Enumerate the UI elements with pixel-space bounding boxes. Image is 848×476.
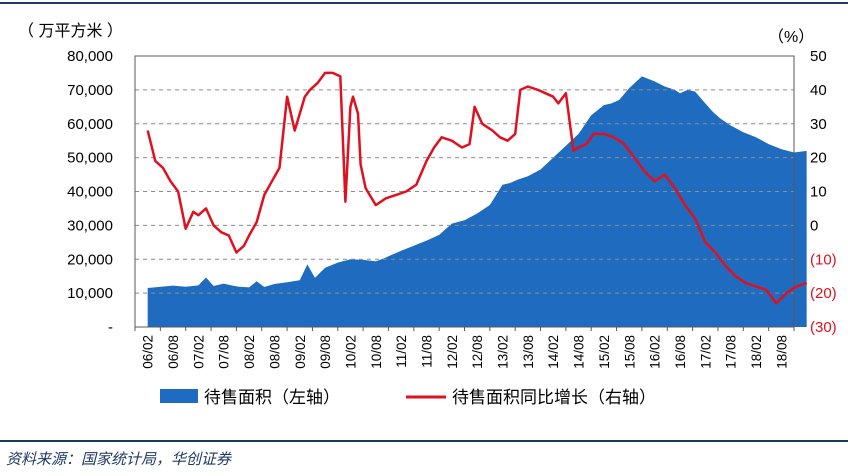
x-tick-label: 06/08	[166, 335, 181, 369]
y-left-tick-label: 50,000	[67, 150, 113, 167]
x-tick-label: 10/08	[369, 335, 384, 369]
x-tick-label: 11/02	[394, 335, 409, 368]
x-tick-label: 14/08	[572, 335, 587, 369]
legend-label-inventory: 待售面积（左轴）	[204, 388, 340, 407]
x-tick-label: 15/08	[622, 335, 637, 369]
x-tick-label: 11/08	[419, 335, 434, 368]
x-tick-label: 06/02	[141, 335, 156, 369]
y-left-tick-label: 60,000	[67, 116, 113, 133]
x-tick-label: 16/08	[673, 335, 688, 369]
y-left-tick-label: -	[108, 319, 113, 336]
x-tick-label: 18/02	[749, 335, 764, 369]
x-tick-label: 09/08	[318, 335, 333, 369]
y-left-tick-label: 30,000	[67, 217, 113, 234]
legend-swatch-inventory	[160, 389, 198, 403]
y-right-tick-label: (20)	[810, 285, 837, 302]
x-tick-label: 12/02	[445, 335, 460, 369]
line-series-yoy	[146, 71, 808, 305]
x-tick-label: 14/02	[546, 335, 561, 369]
y-right-tick-label: 20	[810, 150, 827, 167]
y-left-tick-label: 20,000	[67, 251, 113, 268]
x-tick-label: 17/08	[724, 335, 739, 369]
y-left-tick-label: 70,000	[67, 82, 113, 99]
x-tick-label: 07/08	[217, 335, 232, 369]
y-right-tick-label: (10)	[810, 251, 837, 268]
source-note: 资料来源：国家统计局，华创证券	[6, 450, 232, 468]
x-tick-label: 13/02	[496, 335, 511, 369]
x-tick-label: 18/08	[774, 335, 789, 369]
x-tick-label: 10/02	[343, 335, 358, 369]
y-right-tick-label: 40	[810, 82, 827, 99]
x-tick-label: 08/02	[242, 335, 257, 369]
y-right-tick-label: 50	[810, 48, 827, 65]
y-right-tick-label: 30	[810, 116, 827, 133]
y-left-tick-label: 80,000	[67, 48, 113, 65]
y-right-tick-label: 0	[810, 217, 818, 234]
x-tick-label: 09/02	[293, 335, 308, 369]
x-tick-label: 16/02	[648, 335, 663, 369]
y-right-unit: （%）	[768, 28, 814, 46]
x-tick-label: 08/08	[267, 335, 282, 369]
x-tick-label: 17/02	[698, 335, 713, 369]
y-right-tick-label: 10	[810, 184, 827, 201]
x-tick-label: 13/08	[521, 335, 536, 369]
y-right-tick-label: (30)	[810, 319, 837, 336]
y-left-tick-label: 40,000	[67, 184, 113, 201]
x-tick-label: 15/02	[597, 335, 612, 369]
x-tick-label: 07/02	[191, 335, 206, 369]
top-rule	[0, 2, 848, 4]
area-series-inventory	[147, 76, 807, 327]
legend-label-yoy: 待售面积同比增长（右轴）	[452, 388, 656, 407]
bottom-rule	[0, 440, 848, 442]
y-left-unit: （ 万平方米 ）	[18, 22, 123, 40]
x-tick-label: 12/08	[470, 335, 485, 369]
y-left-tick-label: 10,000	[67, 285, 113, 302]
